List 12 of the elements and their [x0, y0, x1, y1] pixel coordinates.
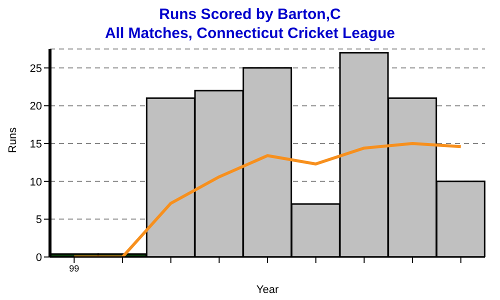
chart-subtitle: All Matches, Connecticut Cricket League	[104, 24, 396, 43]
line-series	[72, 142, 462, 257]
x-tick-label: 99	[69, 263, 80, 274]
y-tick-label: 10	[30, 176, 42, 188]
y-tick-label: 20	[30, 100, 42, 113]
y-tick-label: 5	[36, 214, 42, 226]
chart-title: Runs Scored by Barton,C	[158, 5, 342, 24]
y-tick-label: 25	[30, 62, 42, 75]
y-axis-title: Runs	[6, 126, 19, 153]
y-tick-label: 15	[30, 138, 42, 150]
y-tick-label: 0	[36, 252, 42, 264]
x-axis-title: Year	[256, 284, 279, 296]
